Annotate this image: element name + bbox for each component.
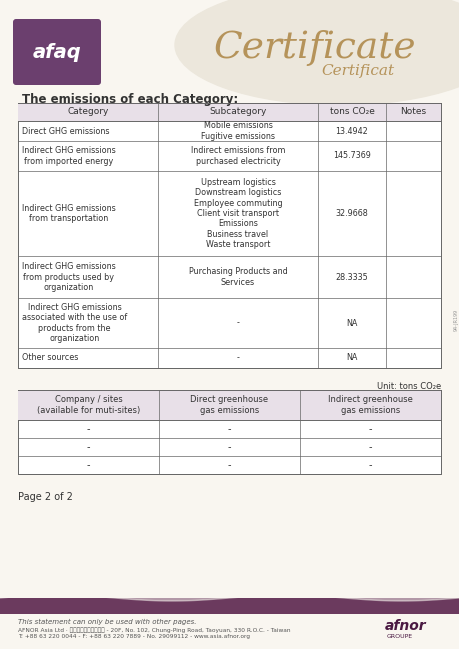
Text: Indirect greenhouse
gas emissions: Indirect greenhouse gas emissions (328, 395, 413, 415)
Text: Unit: tons CO₂e: Unit: tons CO₂e (377, 382, 441, 391)
Text: 13.4942: 13.4942 (336, 127, 369, 136)
Text: -: - (236, 319, 240, 328)
Bar (18, 103, 441, 121)
Text: Upstream logistics
Downstream logistics
Employee commuting
Client visit transpor: Upstream logistics Downstream logistics … (194, 178, 282, 249)
Text: Purchasing Products and
Services: Purchasing Products and Services (189, 267, 287, 287)
Text: This statement can only be used with other pages.: This statement can only be used with oth… (18, 619, 196, 625)
Text: 28.3335: 28.3335 (336, 273, 369, 282)
Text: Other sources: Other sources (22, 354, 78, 363)
FancyBboxPatch shape (13, 19, 101, 85)
Text: -: - (228, 460, 231, 470)
Text: Category: Category (67, 108, 109, 117)
Text: Indirect emissions from
purchased electricity: Indirect emissions from purchased electr… (191, 146, 285, 165)
Text: NA: NA (346, 354, 358, 363)
Text: afaq: afaq (33, 42, 81, 62)
Text: -: - (228, 442, 231, 452)
Bar (18, 103, 441, 368)
Bar (18, 390, 441, 474)
Text: Mobile emissions
Fugitive emissions: Mobile emissions Fugitive emissions (201, 121, 275, 141)
Text: Subcategory: Subcategory (209, 108, 267, 117)
Text: Certificate: Certificate (214, 30, 416, 66)
Text: Indirect GHG emissions
from transportation: Indirect GHG emissions from transportati… (22, 204, 116, 223)
Text: Page 2 of 2: Page 2 of 2 (18, 492, 73, 502)
Text: tons CO₂e: tons CO₂e (330, 108, 375, 117)
Text: -: - (369, 460, 372, 470)
Text: The emissions of each Category:: The emissions of each Category: (22, 93, 238, 106)
Text: -: - (236, 354, 240, 363)
Text: 145.7369: 145.7369 (333, 151, 371, 160)
Text: Indirect GHG emissions
associated with the use of
products from the
organization: Indirect GHG emissions associated with t… (22, 303, 127, 343)
Text: Indirect GHG emissions
from imported energy: Indirect GHG emissions from imported ene… (22, 146, 116, 165)
Text: Company / sites
(available for muti-sites): Company / sites (available for muti-site… (37, 395, 140, 415)
Text: -: - (228, 424, 231, 434)
Text: -: - (369, 442, 372, 452)
Text: -: - (369, 424, 372, 434)
Text: T: +88 63 220 0044 - F: +88 63 220 7889 - No. 29099112 - www.asia.afnor.org: T: +88 63 220 0044 - F: +88 63 220 7889 … (18, 634, 250, 639)
Text: Certificat: Certificat (321, 64, 395, 78)
Text: -: - (87, 424, 90, 434)
Text: 94-JR199: 94-JR199 (453, 309, 459, 331)
Text: GROUPE: GROUPE (387, 633, 413, 639)
Ellipse shape (175, 0, 459, 105)
Text: Indirect GHG emissions
from products used by
organization: Indirect GHG emissions from products use… (22, 262, 116, 292)
Text: Notes: Notes (400, 108, 426, 117)
Text: Direct GHG emissions: Direct GHG emissions (22, 127, 110, 136)
Text: NA: NA (346, 319, 358, 328)
Bar (18, 390, 441, 420)
Text: -: - (87, 460, 90, 470)
Text: Direct greenhouse
gas emissions: Direct greenhouse gas emissions (190, 395, 269, 415)
Text: 32.9668: 32.9668 (336, 209, 369, 218)
Text: AFNOR Asia Ltd · 安法認證股份有限公司 - 20F, No. 102, Chung-Ping Road, Taoyuan, 330 R.O.C.: AFNOR Asia Ltd · 安法認證股份有限公司 - 20F, No. 1… (18, 627, 291, 633)
Text: afnor: afnor (385, 619, 426, 633)
Bar (0, 598, 459, 614)
Text: -: - (87, 442, 90, 452)
